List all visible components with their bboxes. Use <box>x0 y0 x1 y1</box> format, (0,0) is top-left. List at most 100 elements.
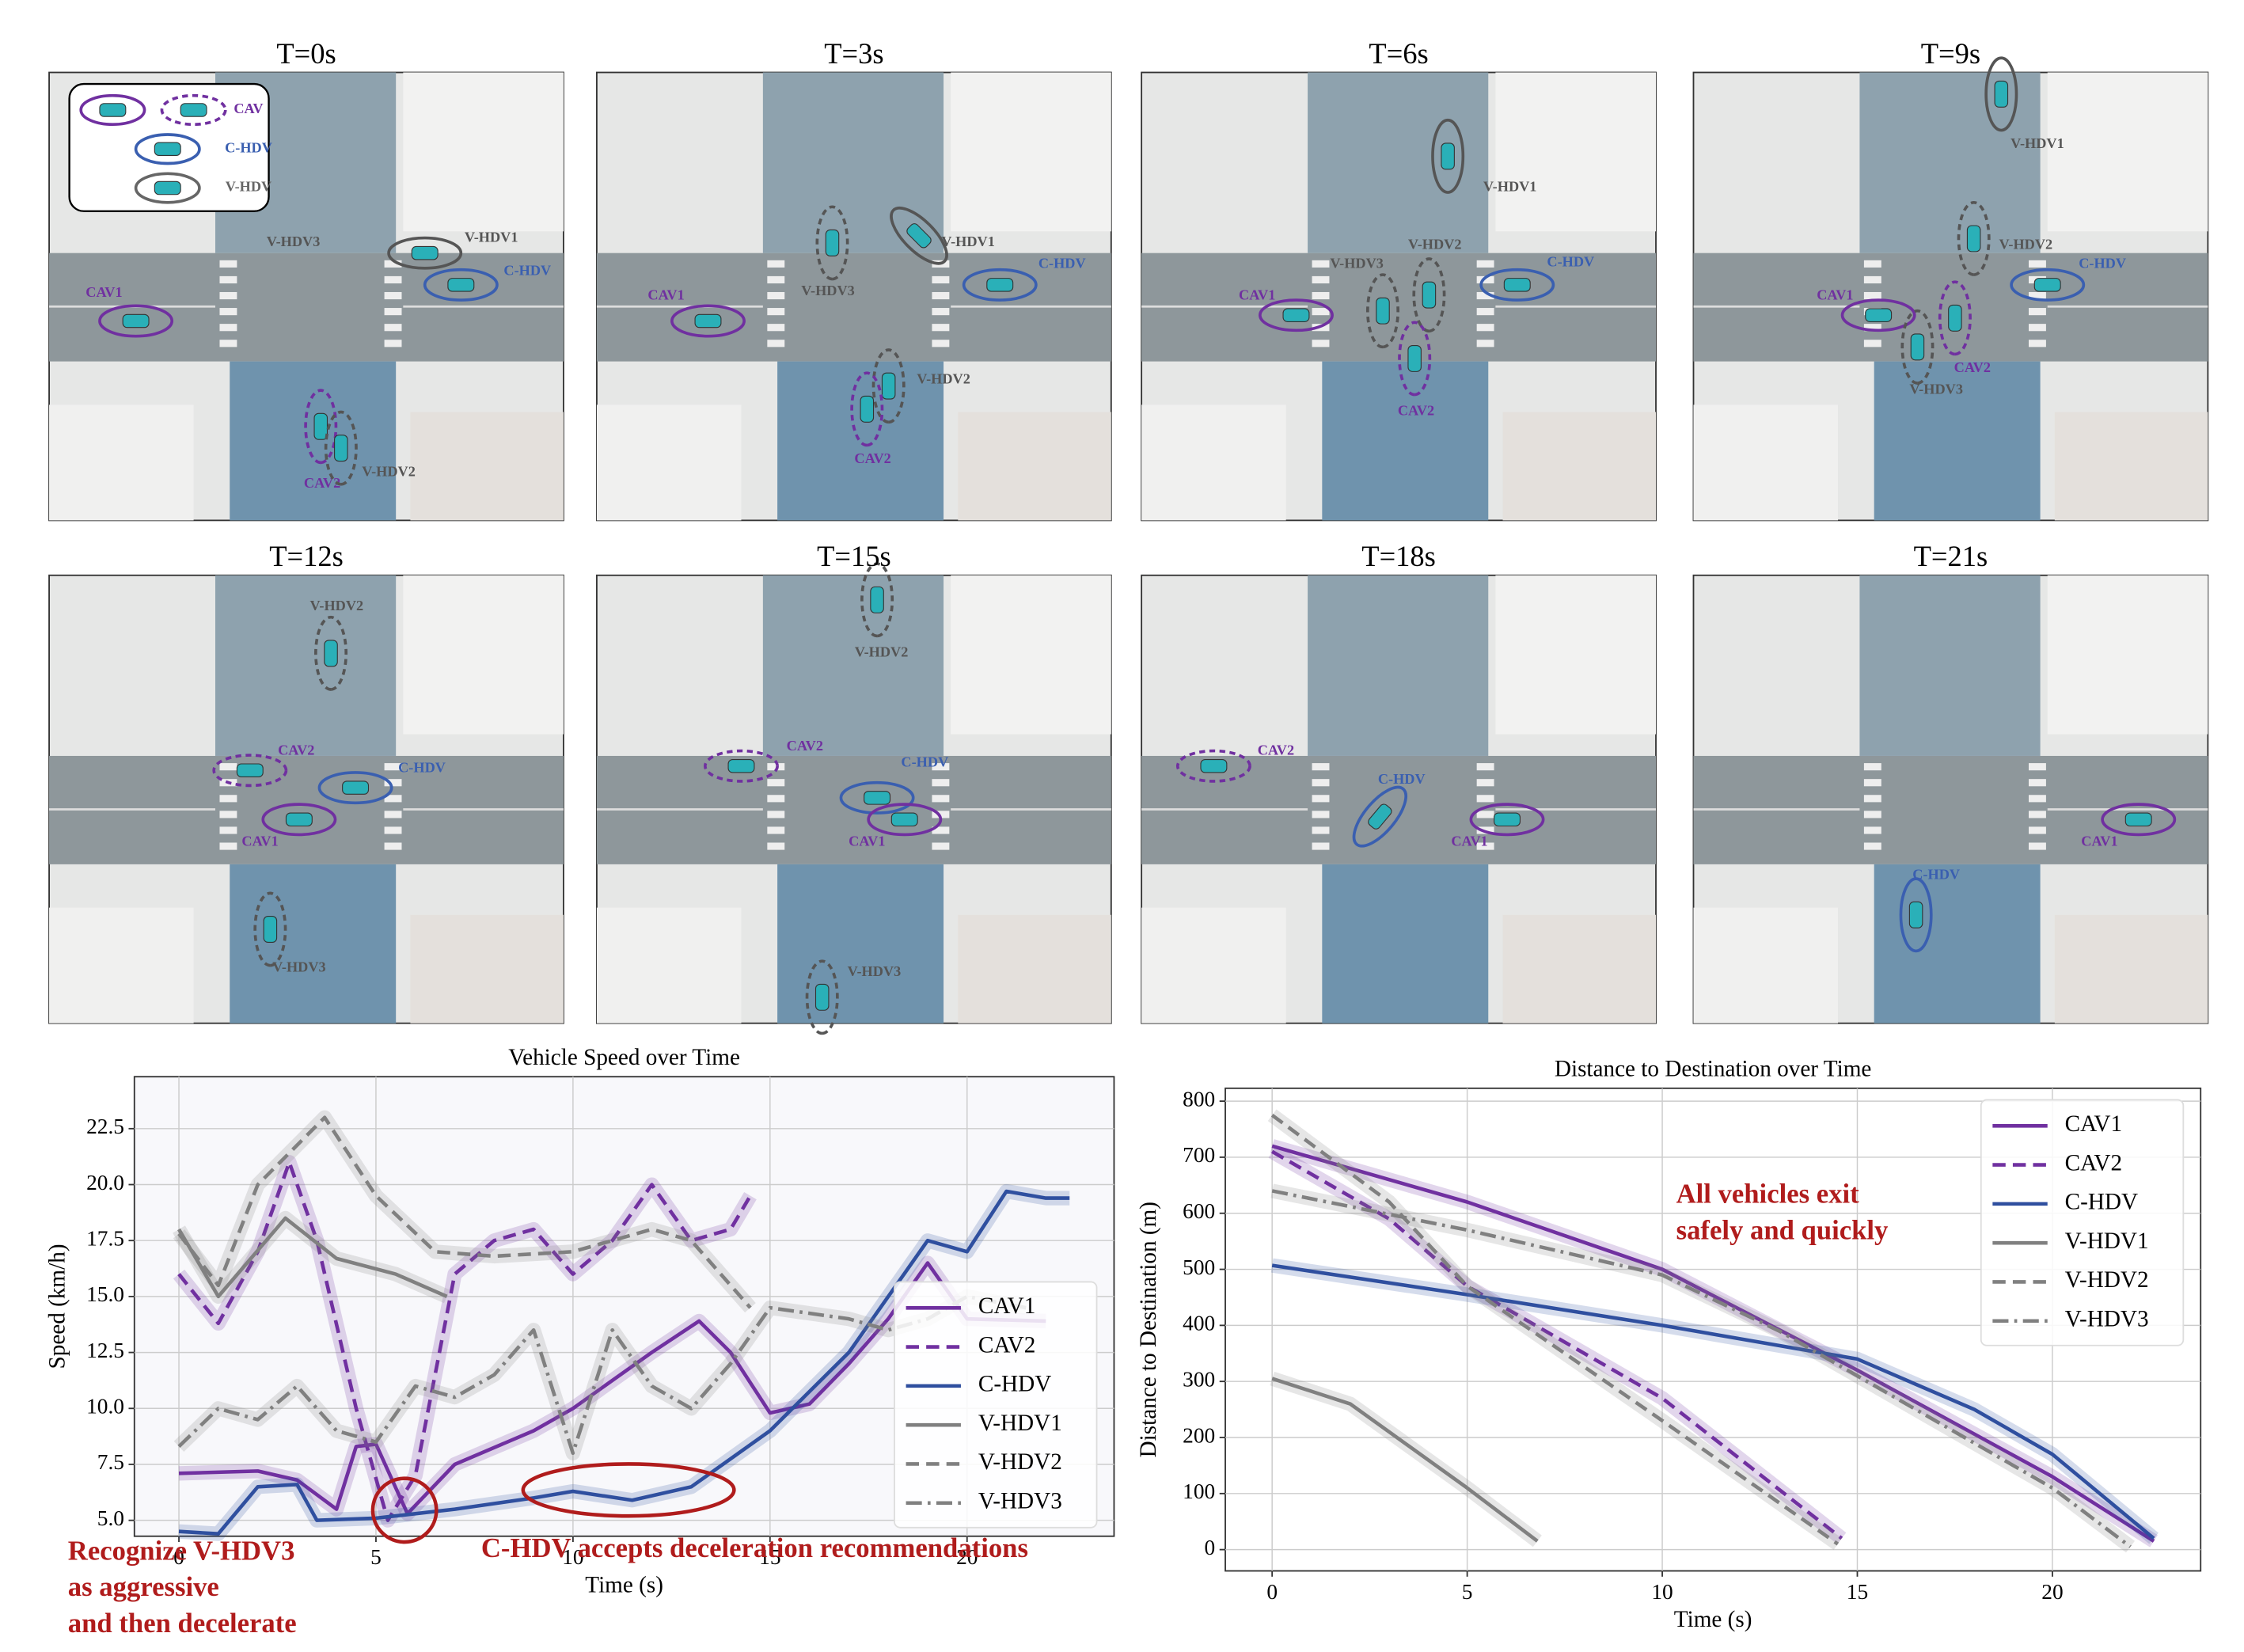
panel-title: T=21s <box>1914 540 1988 572</box>
crosswalk <box>767 340 785 347</box>
chart-title: Distance to Destination over Time <box>1555 1057 1871 1082</box>
crosswalk <box>767 275 785 284</box>
building <box>410 914 564 1023</box>
crosswalk <box>219 826 237 834</box>
vehicle <box>1368 803 1392 830</box>
series-line <box>177 1294 1027 1456</box>
building <box>951 575 1111 735</box>
vehicle-marker <box>1259 298 1334 332</box>
building <box>403 575 564 735</box>
legend-label: CAV2 <box>2065 1150 2122 1175</box>
vehicle <box>324 640 338 667</box>
y-tick-label: 15.0 <box>86 1282 124 1306</box>
legend-marker <box>134 172 201 204</box>
series-line <box>1270 1113 1840 1546</box>
crosswalk <box>2029 260 2046 268</box>
crosswalk <box>932 842 950 850</box>
building <box>2047 72 2208 232</box>
legend-label: V-HDV1 <box>2065 1229 2149 1254</box>
crosswalk <box>1476 795 1494 803</box>
crosswalk <box>932 826 950 834</box>
vehicle <box>864 791 891 805</box>
annotation: safely and quickly <box>1676 1214 1889 1245</box>
crosswalk <box>1476 324 1494 332</box>
crosswalk <box>384 340 402 347</box>
legend-label: V-HDV <box>226 179 271 195</box>
series-line <box>1271 1377 1539 1543</box>
crosswalk <box>1863 779 1881 787</box>
vehicle-marker <box>1352 785 1407 848</box>
vehicle-label: CAV2 <box>1398 403 1434 419</box>
road <box>1308 72 1489 253</box>
vehicle <box>342 780 370 795</box>
series-line <box>177 1216 448 1299</box>
vehicle <box>2124 812 2152 827</box>
crosswalk <box>932 763 950 771</box>
vehicle <box>1994 80 2009 108</box>
vehicle <box>154 142 181 157</box>
vehicle-label: CAV1 <box>1817 287 1853 303</box>
building <box>49 404 194 521</box>
crosswalk <box>767 779 785 787</box>
vehicle-label: V-HDV1 <box>2010 135 2064 151</box>
vehicle <box>906 223 932 249</box>
y-tick-label: 200 <box>1183 1423 1215 1447</box>
vehicle-label: C-HDV <box>901 754 948 769</box>
building <box>2047 575 2208 735</box>
legend-label: CAV <box>234 101 263 116</box>
vehicle <box>1908 901 1923 929</box>
vehicle-marker <box>860 562 894 638</box>
crosswalk <box>1863 763 1881 771</box>
panel-title: T=0s <box>276 37 336 70</box>
vehicle-label: V-HDV3 <box>801 283 855 298</box>
crosswalk <box>932 779 950 787</box>
vehicle-marker <box>253 891 287 967</box>
crosswalk <box>1312 795 1330 803</box>
vehicle <box>1422 281 1437 309</box>
crosswalk <box>1476 811 1494 818</box>
legend-label: V-HDV3 <box>2065 1306 2149 1331</box>
vehicle-label: V-HDV2 <box>310 598 364 613</box>
legend-label: CAV2 <box>978 1332 1035 1358</box>
building <box>1502 914 1657 1023</box>
building <box>49 907 194 1023</box>
vehicle-marker <box>1957 200 1991 276</box>
vehicle-label: V-HDV3 <box>848 963 902 979</box>
vehicle-label: CAV2 <box>854 450 890 466</box>
crosswalk <box>1863 291 1881 300</box>
y-tick-label: 20.0 <box>86 1171 124 1194</box>
road <box>1874 864 2041 1023</box>
vehicle <box>1494 812 1521 827</box>
vehicle <box>1503 278 1531 292</box>
vehicle-label: CAV1 <box>2081 834 2117 849</box>
crosswalk <box>1312 842 1330 850</box>
crosswalk <box>2029 811 2046 818</box>
vehicle-marker <box>2010 268 2086 302</box>
vehicle-marker <box>314 615 348 691</box>
series-line <box>1271 1189 2132 1548</box>
vehicle-marker <box>839 780 915 815</box>
crosswalk <box>219 308 237 316</box>
y-tick-label: 7.5 <box>97 1450 124 1474</box>
crosswalk <box>932 324 950 332</box>
vehicle-marker <box>304 389 338 465</box>
vehicle-label: C-HDV <box>1912 867 1960 883</box>
building <box>596 404 742 521</box>
vehicle-label: V-HDV2 <box>917 371 970 387</box>
annotation: C-HDV accepts deceleration recommendatio… <box>481 1532 1028 1563</box>
vehicle-marker <box>670 304 746 338</box>
building <box>1495 575 1657 735</box>
scene-panel: V-HDV2 CAV2 C-HDV CAV1 V-HDV3 <box>596 562 1112 1035</box>
crosswalk <box>932 308 950 316</box>
vehicle-label: CAV1 <box>1239 287 1275 303</box>
crosswalk <box>219 811 237 818</box>
vehicle <box>727 758 755 773</box>
y-tick-label: 12.5 <box>86 1339 124 1362</box>
crosswalk <box>767 308 785 316</box>
crosswalk <box>384 763 402 771</box>
scene-panel: CAV1 C-HDV <box>1692 574 2209 1024</box>
crosswalk <box>219 795 237 803</box>
legend-label: V-HDV3 <box>978 1488 1062 1513</box>
series-line <box>177 1160 752 1522</box>
vehicle <box>411 245 439 260</box>
